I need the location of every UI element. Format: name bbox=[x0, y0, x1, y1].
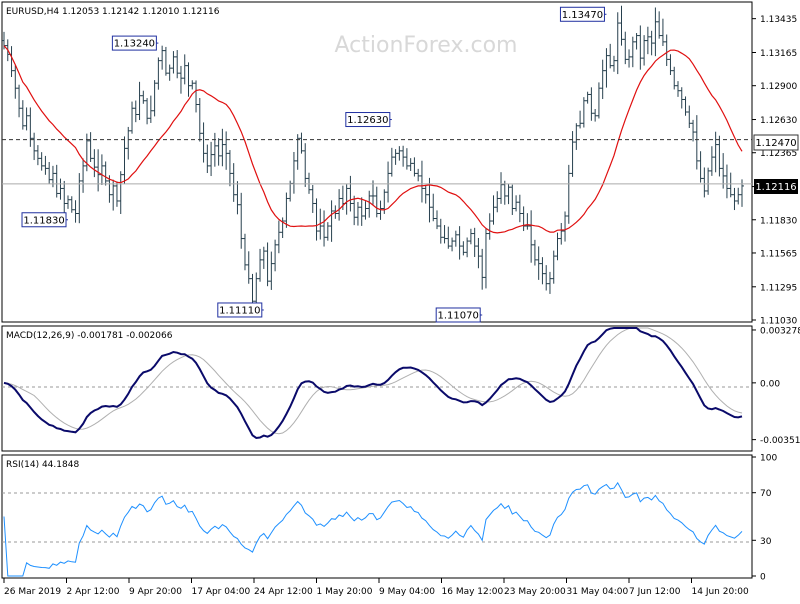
price-tick-label: 1.11565 bbox=[760, 249, 797, 259]
annotation-label: 1.13240 bbox=[114, 39, 155, 50]
current-price-label: 1.12116 bbox=[755, 182, 796, 193]
annotation-label: 1.11830 bbox=[23, 215, 64, 226]
annotation-box bbox=[345, 112, 391, 128]
time-tick-label: 9 Apr 20:00 bbox=[129, 587, 182, 597]
price-tick-label: 1.12630 bbox=[760, 116, 797, 126]
annotation-box bbox=[435, 307, 481, 323]
time-tick-label: 7 Jun 12:00 bbox=[629, 587, 681, 597]
macd-tick-label: 0.00 bbox=[760, 379, 780, 389]
current-price-marker: 1.12116 bbox=[754, 179, 798, 194]
price-tick-label: 1.13435 bbox=[760, 15, 797, 25]
rsi-tick-label: 0 bbox=[760, 573, 766, 583]
macd-tick-label: -0.003519 bbox=[760, 436, 800, 446]
annotation-label: 1.11070 bbox=[438, 310, 479, 321]
price-annotations: 1.13240 1.11830 1.11110 1.12630 1.11070 1.134… bbox=[21, 6, 607, 323]
annotation-box bbox=[217, 302, 263, 318]
time-tick-label: 23 May 20:00 bbox=[504, 587, 566, 597]
macd-panel-title: MACD(12,26,9) -0.001781 -0.002066 bbox=[6, 331, 173, 341]
price-axis: 1.134351.131651.129001.126301.123651.120… bbox=[752, 15, 797, 327]
annotation-box bbox=[111, 35, 157, 51]
price-tick-label: 1.12900 bbox=[760, 82, 797, 92]
dashed-level-label: 1.12470 bbox=[755, 138, 796, 149]
time-tick-label: 2 Apr 12:00 bbox=[67, 587, 120, 597]
price-panel-title: EURUSD,H4 1.12053 1.12142 1.12010 1.1211… bbox=[6, 7, 220, 17]
annotation-box bbox=[21, 212, 67, 228]
annotation-box bbox=[559, 6, 605, 22]
price-tick-label: 1.11295 bbox=[760, 283, 797, 293]
macd-line bbox=[3, 327, 743, 440]
time-tick-label: 31 May 04:00 bbox=[567, 587, 629, 597]
rsi-tick-label: 70 bbox=[760, 489, 772, 499]
macd-signal-line bbox=[3, 327, 743, 435]
price-tick-label: 1.11030 bbox=[760, 317, 797, 327]
price-panel: ActionForex.com 1.13435 1.13165 1.12900 1.1… bbox=[1, 1, 799, 327]
macd-tick-label: 0.003278 bbox=[760, 326, 800, 336]
macd-axis: 0.003278 0.00 -0.003519 bbox=[752, 326, 800, 446]
rsi-tick-label: 30 bbox=[760, 537, 772, 547]
time-axis: 26 Mar 2019 2 Apr 12:00 9 Apr 20:00 17 Apr … bbox=[3, 578, 749, 597]
watermark: ActionForex.com bbox=[335, 33, 518, 58]
macd-panel: MACD(12,26,9) -0.001781 -0.002066 0.0032… bbox=[1, 325, 800, 452]
annotation-label: 1.13470 bbox=[562, 10, 603, 21]
rsi-tick-label: 100 bbox=[760, 454, 777, 464]
time-tick-label: 16 May 12:00 bbox=[442, 587, 504, 597]
price-tick-label: 1.13165 bbox=[760, 49, 797, 59]
price-bars bbox=[2, 5, 744, 307]
time-tick-label: 24 Apr 12:00 bbox=[254, 587, 313, 597]
time-tick-label: 14 Jun 20:00 bbox=[692, 587, 749, 597]
price-tick-label: 1.12365 bbox=[760, 149, 797, 159]
time-tick-label: 26 Mar 2019 bbox=[4, 587, 61, 597]
price-tick-label: 1.11830 bbox=[760, 216, 797, 226]
rsi-panel: RSI(14) 44.1848 100 70 30 0 bbox=[1, 454, 777, 583]
time-tick-label: 9 May 04:00 bbox=[379, 587, 435, 597]
dashed-level-marker: 1.12470 bbox=[753, 134, 799, 151]
time-tick-label: 17 Apr 04:00 bbox=[192, 587, 251, 597]
annotation-label: 1.11110 bbox=[219, 305, 260, 316]
annotation-label: 1.12630 bbox=[347, 115, 388, 126]
time-tick-label: 1 May 20:00 bbox=[317, 587, 373, 597]
rsi-line bbox=[3, 481, 743, 577]
rsi-panel-title: RSI(14) 44.1848 bbox=[6, 460, 79, 470]
rsi-axis: 100 70 30 0 bbox=[752, 454, 777, 583]
moving-average-line bbox=[3, 45, 743, 234]
